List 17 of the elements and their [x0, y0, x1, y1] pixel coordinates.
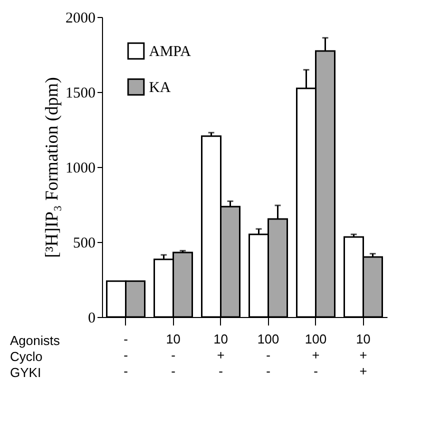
y-tick-label: 500	[73, 236, 96, 252]
text: GYKI	[10, 365, 42, 380]
legend-label: KA	[149, 80, 171, 96]
legend-label: AMPA	[149, 44, 192, 60]
x-tick-label: 100 + -	[304, 332, 327, 378]
y-tick-label: 1500	[66, 86, 96, 102]
x-tick-label: 10 - -	[166, 332, 180, 378]
x-tick-label: 100 - -	[257, 332, 280, 378]
x-tick-label: 10 + +	[356, 332, 370, 378]
y-tick-label: 2000	[66, 10, 96, 26]
y-tick-label: 1000	[66, 160, 96, 176]
x-tick-label: - - -	[124, 332, 128, 378]
y-axis-title: [³H]IP₃ Formation (dpm)	[42, 77, 62, 258]
y-tick-label: 0	[88, 310, 96, 326]
text: Agonists	[10, 333, 60, 348]
x-tick-label: 10 + -	[214, 332, 228, 378]
text: Cyclo	[10, 349, 43, 364]
